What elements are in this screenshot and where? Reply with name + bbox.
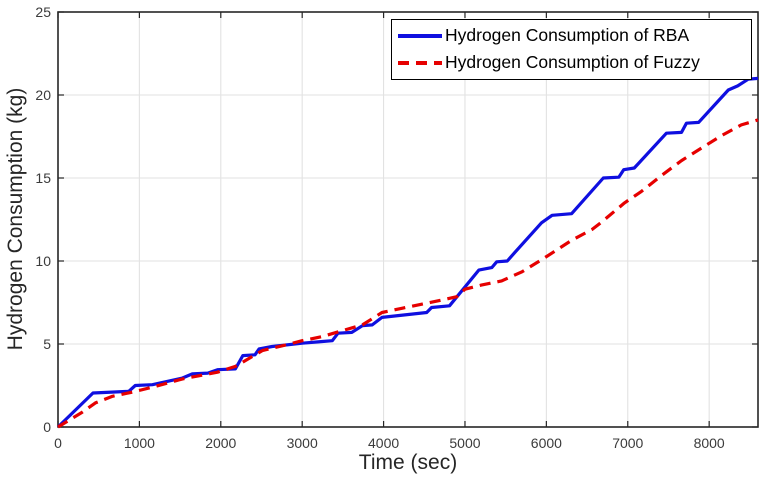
x-tick-label: 4000 [368,435,399,451]
plot-border [57,11,759,428]
legend-label-rba: Hydrogen Consumption of RBA [445,25,690,46]
x-tick-label: 3000 [287,435,318,451]
legend: Hydrogen Consumption of RBA Hydrogen Con… [391,19,752,80]
y-tick-label: 10 [35,253,51,269]
y-axis-title: Hydrogen Consumption (kg) [4,88,27,351]
series-line-rba [56,76,759,429]
y-tick-labels: 0 5 10 15 20 25 [35,4,51,435]
x-tick-label: 1000 [124,435,155,451]
x-tick-label: 6000 [531,435,562,451]
legend-line-sample-rba [398,34,442,38]
x-tick-label: 0 [54,435,62,451]
series-line-fuzzy [57,118,759,429]
y-tick-label: 5 [43,336,51,352]
x-tick-label: 2000 [205,435,236,451]
y-tick-label: 25 [35,4,51,20]
x-axis-title: Time (sec) [359,451,457,474]
y-tick-label: 0 [43,419,51,435]
x-tick-label: 5000 [449,435,480,451]
legend-line-sample-fuzzy [398,61,442,65]
x-tick-label: 8000 [694,435,725,451]
y-tick-label: 20 [35,87,51,103]
legend-label-fuzzy: Hydrogen Consumption of Fuzzy [445,52,700,73]
legend-item-rba: Hydrogen Consumption of RBA [398,23,745,49]
x-tick-label: 7000 [612,435,643,451]
y-tick-label: 15 [35,170,51,186]
series-lines [56,76,759,429]
legend-item-fuzzy: Hydrogen Consumption of Fuzzy [398,50,745,76]
x-tick-labels: 0 1000 2000 3000 4000 5000 6000 7000 8000 [54,435,725,451]
